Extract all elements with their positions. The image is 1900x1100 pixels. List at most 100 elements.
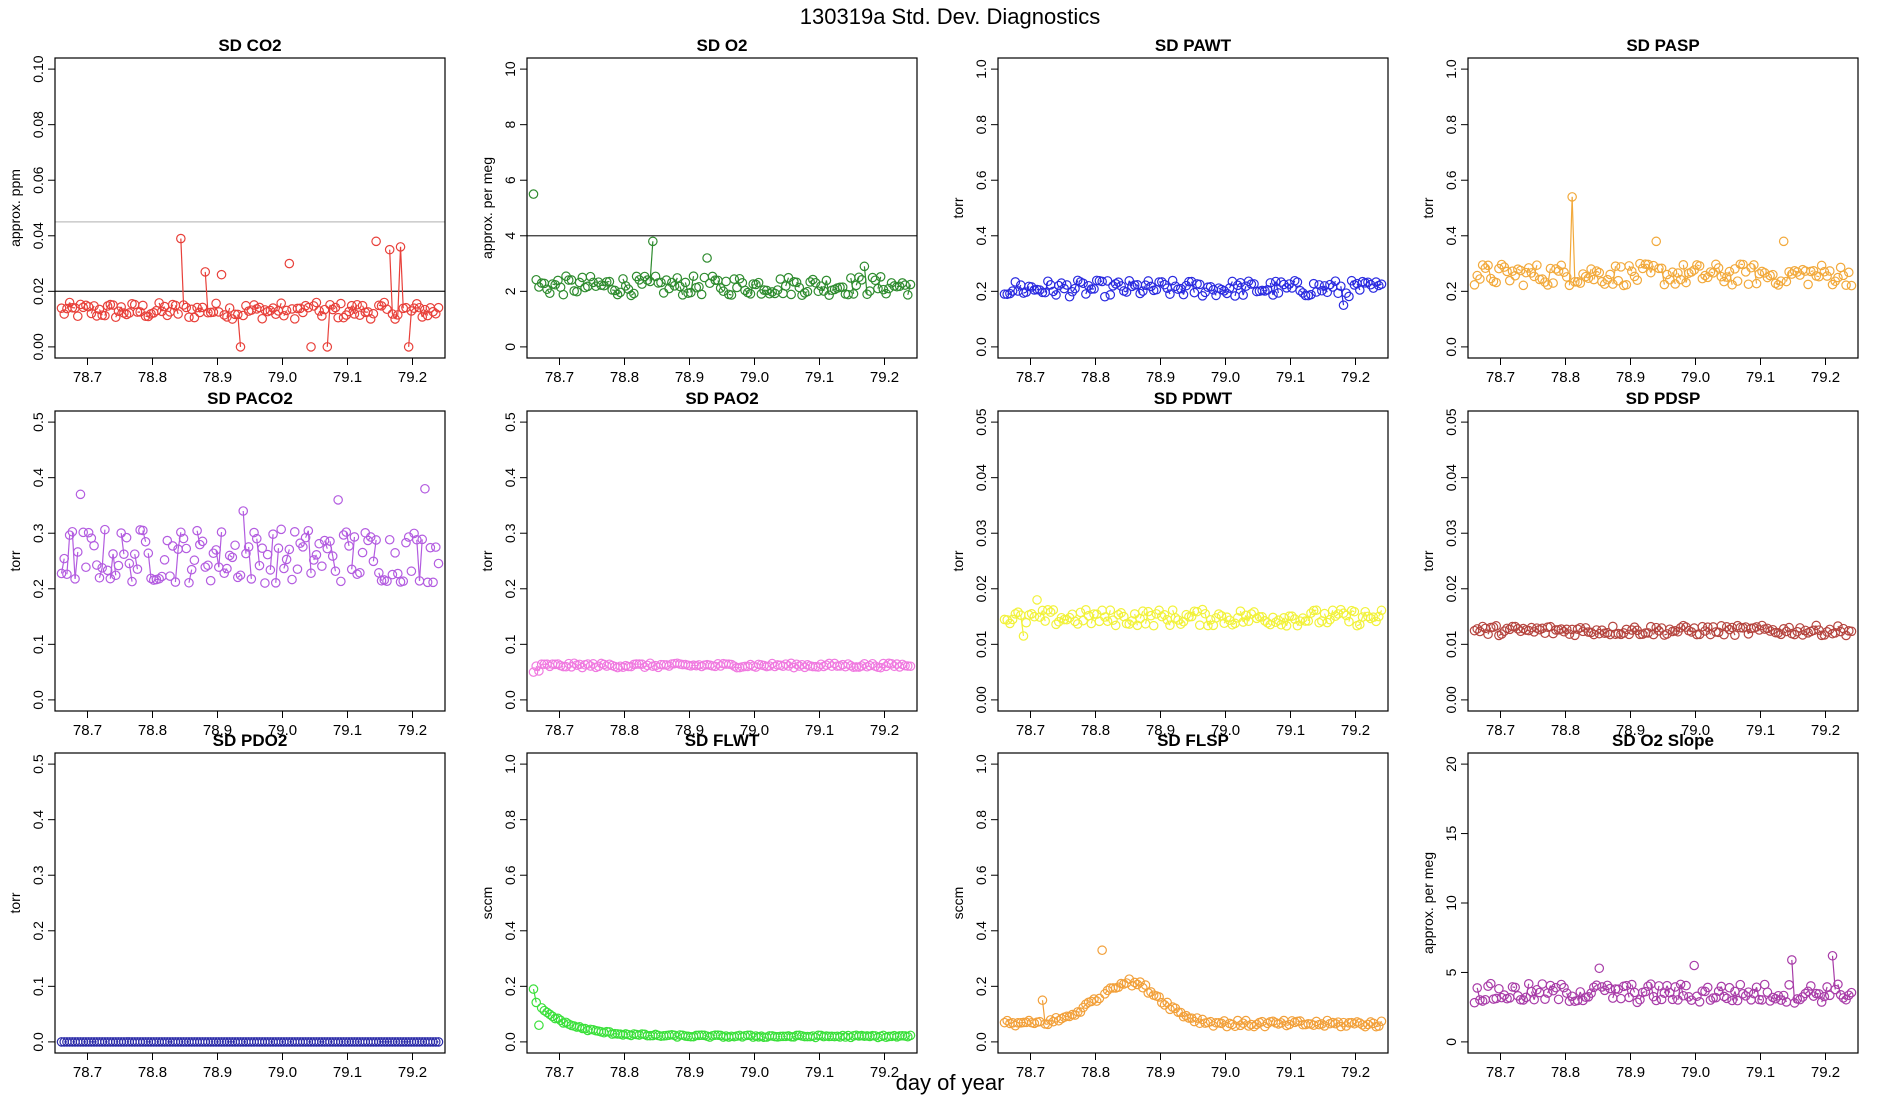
data-point (276, 298, 286, 309)
data-point (1825, 266, 1835, 276)
data-point (1667, 267, 1678, 278)
y-axis-label: torr (7, 550, 23, 571)
data-point (333, 495, 343, 505)
data-point (232, 572, 243, 583)
data-point (1483, 981, 1493, 991)
data-point (1548, 278, 1558, 288)
x-tick-label: 78.7 (1486, 722, 1515, 739)
data-point (686, 287, 696, 298)
plot-frame (997, 410, 1389, 712)
data-point (1654, 263, 1664, 274)
plot-frame (1467, 752, 1859, 1054)
series-segment (1020, 615, 1025, 637)
series-segment (617, 291, 621, 296)
series-segment (351, 536, 356, 570)
data-point (227, 552, 238, 563)
data-point (1491, 993, 1501, 1004)
y-tick-label: 0.2 (30, 921, 46, 941)
y-tick-label: 0.3 (30, 865, 46, 885)
data-point (574, 277, 585, 288)
data-point (186, 304, 197, 315)
data-point (867, 658, 878, 669)
data-point (387, 309, 398, 319)
data-point (406, 306, 417, 316)
data-point (1116, 281, 1126, 291)
data-point (1591, 980, 1602, 991)
panel-flsp: SD FLSP sccm 0.0 0.2 0.4 0.6 0.8 1.0 78.7 78.8 78.… (950, 731, 1389, 1081)
data-point (726, 290, 737, 300)
data-point (1846, 626, 1857, 637)
data-point (1510, 270, 1520, 281)
data-point (110, 312, 121, 323)
y-tick-label: 5 (1443, 968, 1459, 976)
data-point (1194, 620, 1205, 630)
y-tick-label: 1.0 (973, 59, 989, 79)
series-segment (1191, 281, 1195, 293)
data-point (289, 314, 300, 324)
data-point (1713, 263, 1724, 273)
data-point (1656, 263, 1667, 274)
data-point (325, 299, 335, 310)
y-tick-label: 0.00 (1443, 686, 1459, 713)
data-point (751, 279, 761, 290)
data-point (1056, 278, 1067, 288)
data-point (287, 574, 297, 585)
series-segment (1696, 264, 1700, 267)
data-point (91, 560, 102, 570)
data-point (1583, 273, 1594, 284)
data-point (393, 568, 403, 579)
data-point (1279, 279, 1289, 290)
data-point (835, 282, 845, 293)
data-point (1306, 289, 1316, 300)
data-point (1627, 266, 1637, 277)
data-point (216, 527, 227, 537)
series-segment (410, 307, 415, 312)
series-segment (1650, 984, 1655, 997)
data-point (211, 545, 221, 555)
series-segment (1677, 984, 1682, 1001)
data-point (1062, 280, 1072, 290)
data-point (1344, 291, 1354, 302)
y-tick-label: 0 (1443, 1038, 1459, 1046)
data-point (1298, 613, 1308, 623)
panel-pao2: SD PAO2 torr 0.0 0.1 0.2 0.3 0.4 0.5 78.7 78.8 78.… (479, 389, 918, 739)
data-point (1086, 284, 1097, 294)
data-point (1795, 994, 1805, 1005)
data-point (241, 548, 251, 559)
data-point (721, 276, 731, 287)
data-point (1205, 615, 1216, 625)
data-point (1081, 289, 1091, 299)
data-point (629, 288, 639, 299)
data-point (1616, 993, 1626, 1004)
panel-pdsp: SD PDSP torr 0.00 0.01 0.02 0.03 0.04 0.05 78.7 7… (1420, 389, 1859, 739)
data-point (433, 302, 444, 313)
data-point (1469, 625, 1480, 636)
data-point (387, 569, 398, 580)
data-point (1083, 280, 1094, 291)
data-point (308, 301, 319, 311)
y-axis-label: approx. per meg (479, 157, 495, 259)
series-segment (348, 305, 353, 312)
data-point (357, 547, 368, 558)
series-segment (399, 246, 404, 309)
data-point (1219, 1016, 1229, 1026)
series-segment (1234, 285, 1239, 297)
x-tick-label: 78.7 (1486, 369, 1515, 386)
series-segment (1726, 271, 1730, 278)
data-point (406, 566, 417, 577)
x-tick-label: 79.0 (740, 722, 769, 739)
series-segment (1275, 281, 1280, 294)
data-point (1586, 988, 1596, 998)
y-tick-label: 0.03 (1443, 519, 1459, 546)
data-point (1716, 621, 1727, 631)
data-point (1735, 979, 1746, 990)
x-tick-label: 78.8 (1081, 369, 1110, 386)
data-point (1814, 989, 1824, 999)
x-tick-label: 79.2 (398, 722, 427, 739)
data-point (1719, 629, 1729, 640)
data-point (393, 310, 403, 320)
data-point (298, 542, 308, 552)
data-point (211, 298, 221, 309)
y-axis-label: torr (1420, 550, 1436, 571)
